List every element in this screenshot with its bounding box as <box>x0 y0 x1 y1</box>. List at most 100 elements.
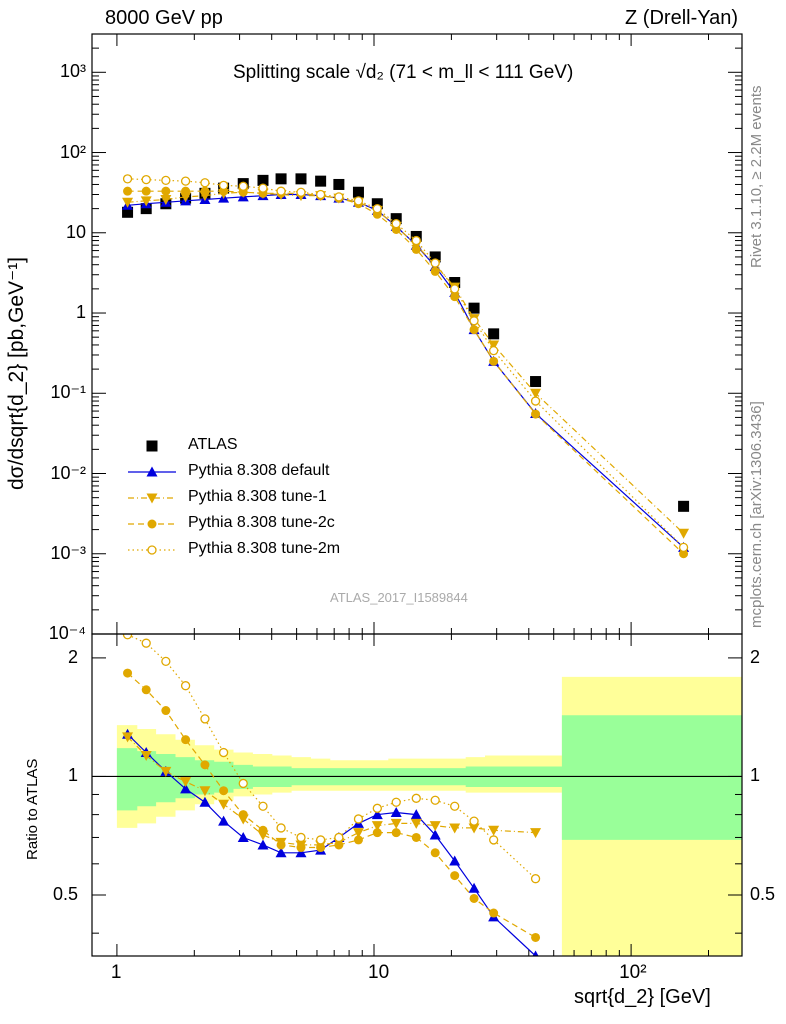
tune-2c-ratio-point <box>141 685 151 695</box>
tune-1-ratio-point <box>468 823 480 834</box>
legend-marker-tune-2m <box>147 545 157 555</box>
tune-2c-main-point <box>531 409 541 419</box>
tune-2m-main-point <box>238 181 248 191</box>
x-tick-label: 10² <box>619 962 647 983</box>
tune-2c-ratio-point <box>489 908 499 918</box>
tune-1-ratio-point <box>530 828 542 839</box>
legend-label: Pythia 8.308 tune-2m <box>188 540 341 557</box>
tune-2m-ratio-point <box>372 803 382 813</box>
tune-2m-ratio-point <box>161 656 171 667</box>
tune-2m-ratio-point <box>411 793 421 803</box>
atlas-data-point <box>295 173 307 185</box>
tune-2m-main-point <box>450 284 460 294</box>
tune-2m-main-point <box>391 218 401 229</box>
tune-2c-main-point <box>161 186 171 196</box>
y-tick-label-ratio: 0.5 <box>52 883 78 904</box>
axis-ticks <box>92 33 742 956</box>
tune-2m-ratio-point <box>218 747 229 758</box>
y-tick-label-main: 1 <box>75 302 86 323</box>
tune-2m-main-point <box>296 187 306 197</box>
tune-2c-ratio-point <box>258 825 268 835</box>
tune-2m-main-point <box>180 176 191 186</box>
tune-2c-ratio-point <box>276 840 286 850</box>
tune-2m-main-point <box>411 235 421 246</box>
tune-2m-main-point <box>530 396 541 406</box>
tune-2m-ratio-point <box>353 814 364 824</box>
tune-1-ratio-point <box>488 825 500 836</box>
default-ratio-point <box>257 839 269 850</box>
tune-2c-ratio-point <box>219 786 229 796</box>
tune-2c-ratio-point <box>531 932 541 942</box>
atlas-data-point <box>371 198 383 210</box>
tune-2c-ratio-point <box>430 848 440 858</box>
x-tick-label: 10 <box>368 962 390 983</box>
tune-2m-ratio-point <box>296 832 306 843</box>
legend-label: ATLAS <box>188 436 238 453</box>
tune-2c-ratio-point <box>391 828 401 838</box>
legend-marker-atlas <box>146 440 158 452</box>
default-ratio-point <box>237 831 249 842</box>
atlas-data-point <box>468 302 480 314</box>
atlas-data-point <box>122 206 134 218</box>
header-left: 8000 GeV pp <box>105 7 223 29</box>
atlas-data-point <box>390 213 402 225</box>
tune-2m-ratio-point <box>141 638 151 648</box>
mcplots-reference-label: mcplots.cern.ch [arXiv:1306.3436] <box>748 401 765 628</box>
atlas-data-point <box>140 203 152 215</box>
tune-2c-main-point <box>489 356 499 366</box>
default-ratio-point <box>390 806 402 817</box>
tune-1-ratio-point <box>180 777 192 788</box>
tune-2c-ratio-point <box>469 893 479 903</box>
tune-1-ratio-point <box>390 818 402 829</box>
tune-2m-main-point <box>258 183 268 193</box>
tune-2m-ratio-point <box>258 801 268 811</box>
tune-2m-main-point <box>200 178 210 188</box>
legend <box>128 440 176 555</box>
tune-1-main-point <box>122 197 134 208</box>
legend-marker-default <box>146 466 158 477</box>
default-ratio-point <box>199 796 211 807</box>
y-tick-label-main: 10⁻¹ <box>50 382 86 403</box>
default-ratio-point <box>429 829 441 840</box>
y-tick-label-main: 10² <box>59 141 86 162</box>
plot-title: Splitting scale √d₂ (71 < m_ll < 111 GeV… <box>233 62 573 84</box>
tune-2m-main-point <box>334 192 344 202</box>
uncertainty-bands <box>92 676 742 956</box>
atlas-data-point <box>315 175 327 187</box>
tune-2m-main-point <box>489 345 499 356</box>
tune-2m-ratio-point <box>469 816 479 826</box>
tune-1-ratio-point <box>199 786 211 797</box>
tune-2m-main-point <box>430 258 440 268</box>
tune-1-main-point <box>678 528 690 539</box>
y-tick-label-main: 10 <box>65 221 86 242</box>
tune-1-ratio-point <box>449 823 461 834</box>
tune-2m-ratio-point <box>200 714 210 724</box>
tune-2m-main-line <box>127 178 685 548</box>
y-tick-label-ratio: 2 <box>67 646 78 667</box>
plot-frames <box>91 33 743 957</box>
tune-2c-main-line <box>127 190 685 555</box>
ratio-panel-frame <box>91 633 743 957</box>
ratio-panel-series <box>122 634 542 956</box>
default-ratio-point <box>532 950 539 956</box>
tune-1-main-line <box>127 191 685 534</box>
tune-1-ratio-point <box>140 751 152 762</box>
rivet-version-label: Rivet 3.1.10, ≥ 2.2M events <box>748 85 765 269</box>
header-right: Z (Drell-Yan) <box>625 7 738 29</box>
tune-2m-ratio-point <box>450 801 460 811</box>
y-tick-label-ratio: 1 <box>750 765 761 786</box>
tune-2c-ratio-point <box>296 843 306 853</box>
default-ratio-point <box>295 847 307 858</box>
analysis-tag: ATLAS_2017_I1589844 <box>330 590 468 605</box>
tune-1-main-point <box>160 194 172 205</box>
tune-2m-main-point <box>678 542 689 553</box>
atlas-data-point <box>333 178 345 190</box>
tune-2c-ratio-point <box>161 706 171 716</box>
default-ratio-point <box>218 815 230 826</box>
tune-1-ratio-point <box>352 828 364 839</box>
default-ratio-point <box>449 855 461 866</box>
tune-2c-main-point <box>141 186 151 196</box>
atlas-data-point <box>678 500 690 512</box>
tune-2m-main-point <box>276 186 286 196</box>
